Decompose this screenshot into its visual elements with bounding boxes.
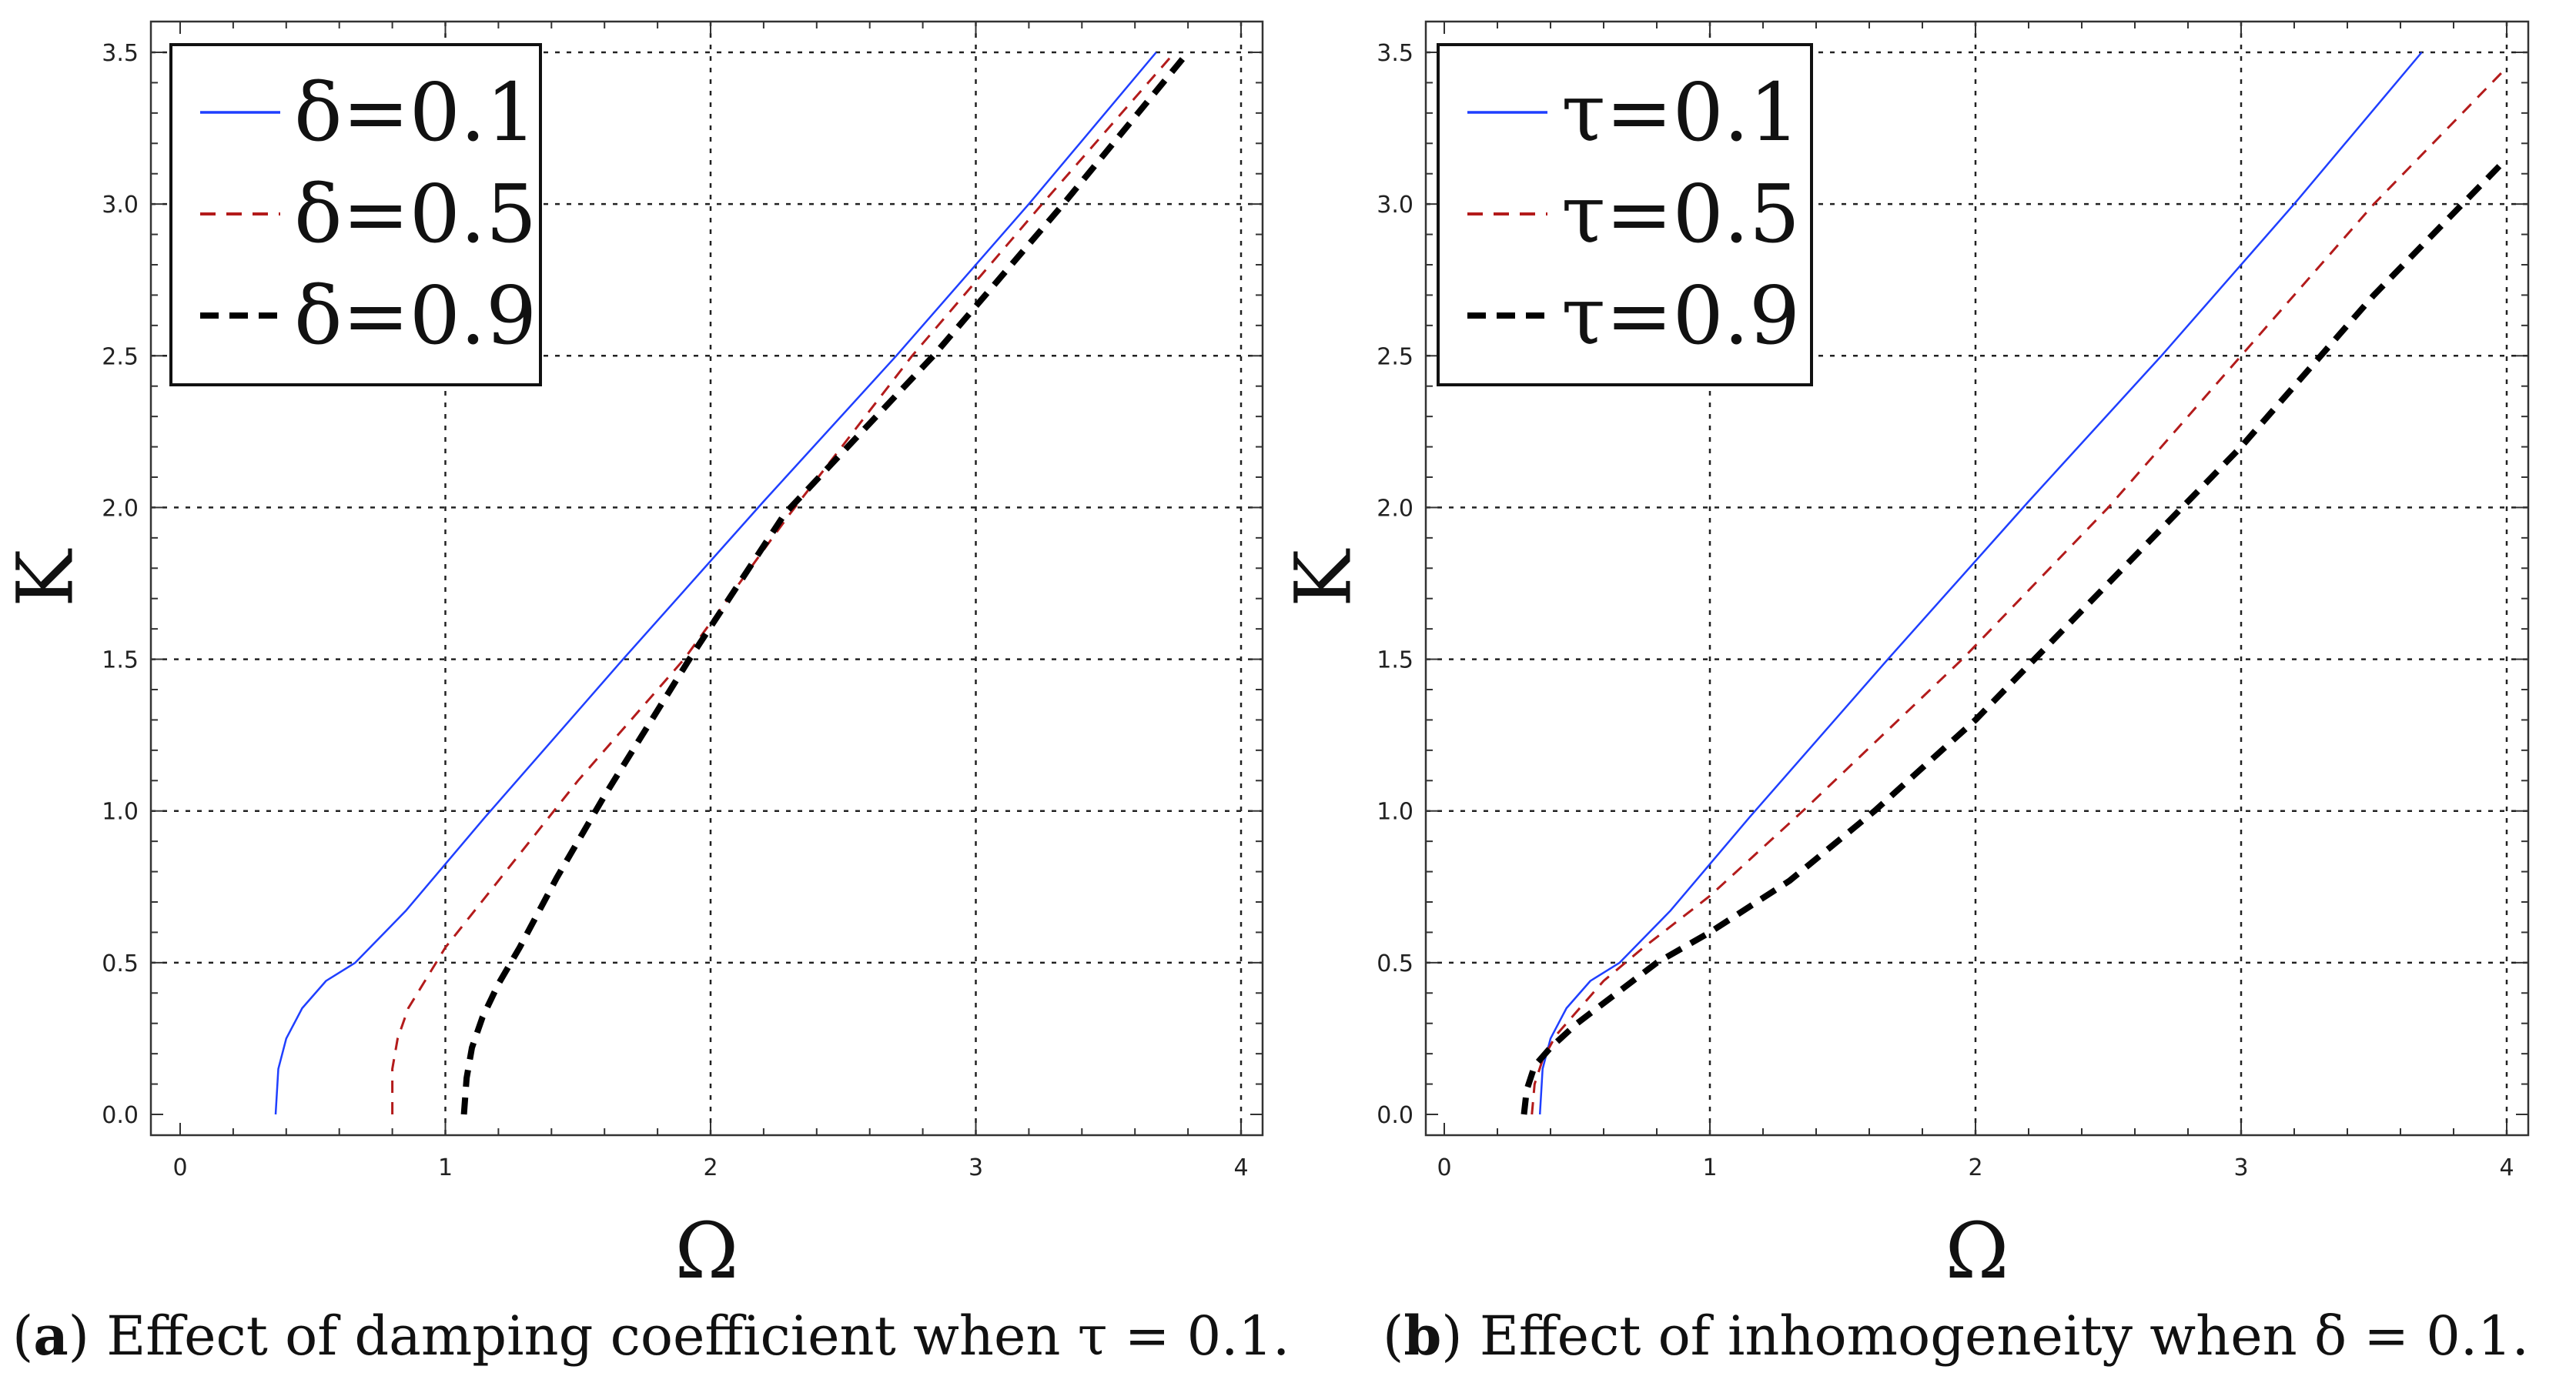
y-tick-label: 3.0 <box>1377 192 1413 219</box>
x-tick-label: 1 <box>1702 1154 1717 1181</box>
y-tick-label: 2.0 <box>1377 495 1413 522</box>
caption-open: ( <box>1383 1304 1403 1368</box>
y-tick-label: 0.5 <box>102 950 139 977</box>
y-tick-label: 3.5 <box>1377 40 1413 67</box>
caption-text: ) Effect of damping coefficient when τ =… <box>69 1304 1290 1368</box>
legend-box <box>169 43 542 386</box>
series-line-1 <box>1538 52 2423 1115</box>
y-tick-label: 2.5 <box>102 343 139 370</box>
x-tick-label: 4 <box>1233 1154 1248 1181</box>
y-axis-label: K <box>1279 548 1369 607</box>
y-tick-label: 1.0 <box>1377 799 1413 826</box>
plot-frame <box>1424 20 2530 1137</box>
panel-b: 0 1 2 3 4 0.0 0.5 1.0 1.5 2.0 2.5 3.0 3.5 τ=0.1τ=0.5τ… <box>1279 20 2530 1368</box>
y-tick-label: 3.5 <box>102 40 139 67</box>
x-tick-label: 2 <box>703 1154 718 1181</box>
x-tick-label: 0 <box>1437 1154 1451 1181</box>
y-tick-label: 0.0 <box>102 1102 139 1129</box>
caption: (b) Effect of inhomogeneity when δ = 0.1… <box>1383 1304 2529 1368</box>
legend-label-1: δ=0.1 <box>294 65 537 159</box>
caption-open: ( <box>12 1304 33 1368</box>
caption-text: ) Effect of inhomogeneity when δ = 0.1. <box>1441 1304 2529 1368</box>
panel-a: 0 1 2 3 4 0.0 0.5 1.0 1.5 2.0 2.5 3.0 3.5 δ=0.1δ=0.5δ… <box>1 20 1290 1368</box>
series-line-1 <box>274 52 1157 1115</box>
series-line-3 <box>1521 156 2509 1115</box>
caption-label: a <box>33 1304 68 1368</box>
caption-label: b <box>1403 1304 1441 1368</box>
x-tick-label: 3 <box>969 1154 983 1181</box>
x-axis-label: Ω <box>675 1206 739 1296</box>
y-tick-label: 1.5 <box>1377 647 1413 674</box>
x-tick-label: 1 <box>438 1154 453 1181</box>
legend-label-1: τ=0.1 <box>1561 65 1800 159</box>
legend-label-3: δ=0.9 <box>294 269 537 362</box>
y-tick-label: 1.0 <box>102 799 139 826</box>
legend-label-2: δ=0.5 <box>294 167 537 261</box>
legend-label-2: τ=0.5 <box>1561 167 1800 261</box>
x-axis-label: Ω <box>1945 1206 2009 1296</box>
plot-frame <box>149 20 1264 1137</box>
y-axis-label: K <box>1 548 91 607</box>
y-tick-label: 0.0 <box>1377 1102 1413 1129</box>
series-line-2 <box>1531 66 2508 1115</box>
y-tick-label: 0.5 <box>1377 950 1413 977</box>
y-tick-label: 3.0 <box>102 192 139 219</box>
y-tick-label: 2.0 <box>102 495 139 522</box>
series-line-2 <box>391 52 1176 1114</box>
x-tick-label: 4 <box>2499 1154 2514 1181</box>
x-tick-label: 3 <box>2233 1154 2248 1181</box>
x-tick-label: 0 <box>172 1154 187 1181</box>
x-tick-label: 2 <box>1968 1154 1982 1181</box>
legend-label-3: τ=0.9 <box>1561 269 1800 362</box>
y-tick-label: 2.5 <box>1377 343 1413 370</box>
y-tick-label: 1.5 <box>102 647 139 674</box>
series-line-3 <box>460 50 1191 1115</box>
caption: (a) Effect of damping coefficient when τ… <box>12 1304 1290 1368</box>
